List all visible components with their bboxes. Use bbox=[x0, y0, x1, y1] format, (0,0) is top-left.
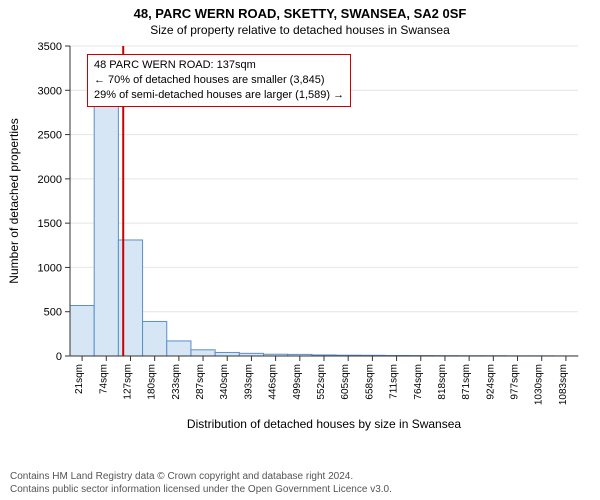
svg-text:1030sqm: 1030sqm bbox=[534, 364, 545, 405]
chart-container: 48 PARC WERN ROAD: 137sqm ← 70% of detac… bbox=[0, 42, 600, 440]
svg-text:552sqm: 552sqm bbox=[316, 364, 327, 400]
histogram-bar bbox=[143, 321, 167, 356]
svg-text:74sqm: 74sqm bbox=[98, 364, 109, 394]
marker-info-box: 48 PARC WERN ROAD: 137sqm ← 70% of detac… bbox=[87, 54, 351, 107]
svg-text:393sqm: 393sqm bbox=[243, 364, 254, 400]
histogram-bar bbox=[215, 352, 239, 356]
footer-line-2: Contains public sector information licen… bbox=[10, 483, 590, 496]
info-line-3: 29% of semi-detached houses are larger (… bbox=[94, 88, 344, 103]
svg-text:499sqm: 499sqm bbox=[292, 364, 303, 400]
svg-text:1000: 1000 bbox=[38, 262, 62, 274]
svg-text:818sqm: 818sqm bbox=[437, 364, 448, 400]
svg-text:340sqm: 340sqm bbox=[219, 364, 230, 400]
svg-text:871sqm: 871sqm bbox=[461, 364, 472, 400]
svg-text:605sqm: 605sqm bbox=[340, 364, 351, 400]
svg-text:1500: 1500 bbox=[38, 218, 62, 230]
svg-text:287sqm: 287sqm bbox=[195, 364, 206, 400]
svg-text:233sqm: 233sqm bbox=[171, 364, 182, 400]
svg-text:3000: 3000 bbox=[38, 85, 62, 97]
svg-text:924sqm: 924sqm bbox=[485, 364, 496, 400]
svg-text:1083sqm: 1083sqm bbox=[558, 364, 569, 405]
footer-attribution: Contains HM Land Registry data © Crown c… bbox=[10, 470, 590, 496]
svg-text:3500: 3500 bbox=[38, 42, 62, 53]
histogram-bar bbox=[118, 240, 142, 356]
histogram-bar bbox=[191, 350, 215, 356]
histogram-bar bbox=[70, 306, 94, 356]
info-line-2: ← 70% of detached houses are smaller (3,… bbox=[94, 73, 344, 88]
footer-line-1: Contains HM Land Registry data © Crown c… bbox=[10, 470, 590, 483]
svg-text:977sqm: 977sqm bbox=[510, 364, 521, 400]
svg-text:446sqm: 446sqm bbox=[268, 364, 279, 400]
y-axis-label: Number of detached properties bbox=[7, 118, 21, 283]
histogram-bar bbox=[94, 98, 118, 356]
svg-text:0: 0 bbox=[56, 351, 62, 363]
svg-text:764sqm: 764sqm bbox=[413, 364, 424, 400]
svg-text:127sqm: 127sqm bbox=[122, 364, 133, 400]
histogram-bar bbox=[167, 341, 191, 356]
svg-text:500: 500 bbox=[44, 307, 62, 319]
x-axis-label: Distribution of detached houses by size … bbox=[187, 417, 461, 431]
svg-text:711sqm: 711sqm bbox=[389, 364, 400, 399]
chart-title: 48, PARC WERN ROAD, SKETTY, SWANSEA, SA2… bbox=[0, 6, 600, 21]
svg-text:658sqm: 658sqm bbox=[364, 364, 375, 400]
svg-text:21sqm: 21sqm bbox=[74, 364, 85, 394]
svg-text:2000: 2000 bbox=[38, 174, 62, 186]
chart-title-block: 48, PARC WERN ROAD, SKETTY, SWANSEA, SA2… bbox=[0, 0, 600, 37]
chart-subtitle: Size of property relative to detached ho… bbox=[0, 23, 600, 37]
svg-text:180sqm: 180sqm bbox=[147, 364, 158, 400]
info-line-1: 48 PARC WERN ROAD: 137sqm bbox=[94, 58, 344, 73]
svg-text:2500: 2500 bbox=[38, 130, 62, 142]
